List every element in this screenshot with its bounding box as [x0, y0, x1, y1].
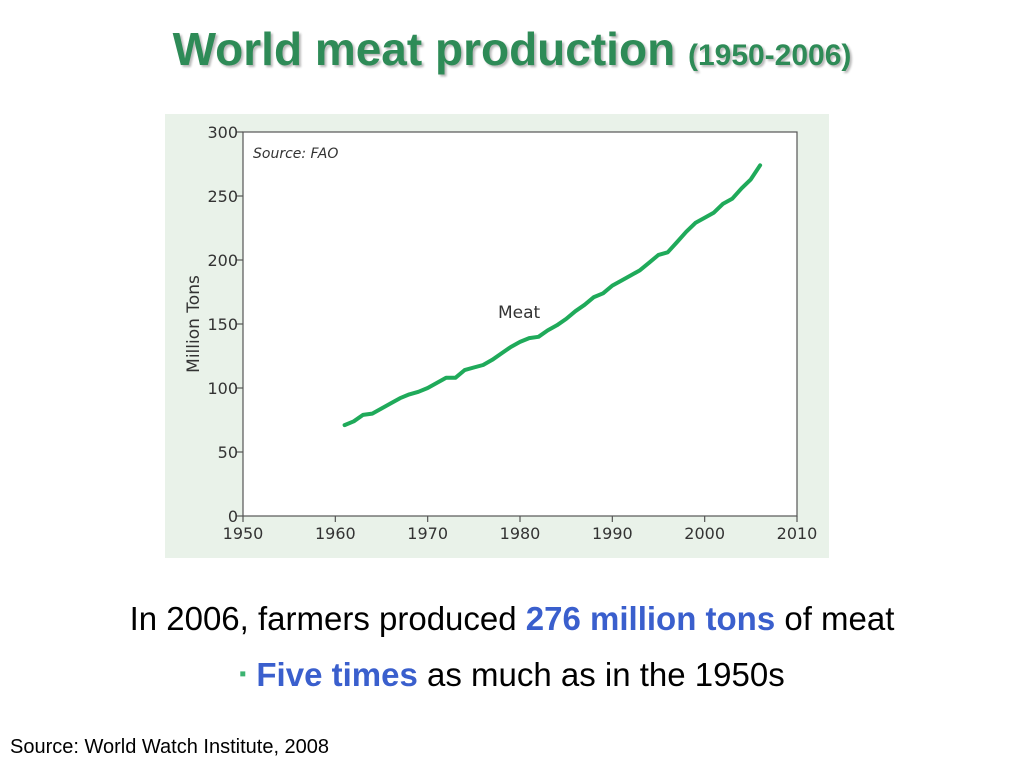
y-tick-label: 0 [228, 507, 238, 526]
meat-production-chart: 0 50 100 150 200 250 300 1950 1960 1970 1980 1990 20… [165, 114, 829, 558]
title-main: World meat production [172, 23, 676, 75]
title-years: (1950-2006) [687, 39, 852, 72]
x-tick-label: 2000 [684, 524, 725, 543]
series-label-meat: Meat [498, 303, 541, 323]
x-tick-label: 1950 [223, 524, 264, 543]
bullet-line: ▪ Five times as much as in the 1950s [0, 656, 1024, 694]
x-tick-label: 1960 [315, 524, 356, 543]
statement-suffix: of meat [775, 600, 895, 637]
statement-prefix: In 2006, farmers produced [129, 600, 526, 637]
x-tick-label: 1970 [407, 524, 448, 543]
y-tick-label: 150 [207, 315, 238, 334]
x-tick-label: 1990 [592, 524, 633, 543]
y-tick-label: 200 [207, 251, 238, 270]
y-tick-label: 50 [218, 443, 238, 462]
y-axis-label: Million Tons [184, 275, 204, 373]
plot-area [242, 131, 798, 517]
source-note: Source: World Watch Institute, 2008 [10, 736, 330, 758]
chart-source-annotation: Source: FAO [253, 146, 338, 162]
statement-line: In 2006, farmers produced 276 million to… [0, 600, 1024, 638]
series-line-meat [342, 163, 763, 428]
y-tick-label: 300 [207, 123, 238, 142]
square-bullet-icon: ▪ [239, 663, 247, 685]
y-tick-label: 250 [207, 187, 238, 206]
chart-svg: 0 50 100 150 200 250 300 1950 1960 1970 1980 1990 20… [165, 114, 829, 558]
slide-title: World meat production (1950-2006) [0, 22, 1024, 76]
x-tick-label: 1980 [500, 524, 541, 543]
bullet-suffix: as much as in the 1950s [417, 656, 785, 693]
x-tick-label: 2010 [777, 524, 818, 543]
bullet-highlight: Five times [256, 656, 418, 693]
statement-highlight: 276 million tons [525, 600, 776, 637]
y-tick-label: 100 [207, 379, 238, 398]
